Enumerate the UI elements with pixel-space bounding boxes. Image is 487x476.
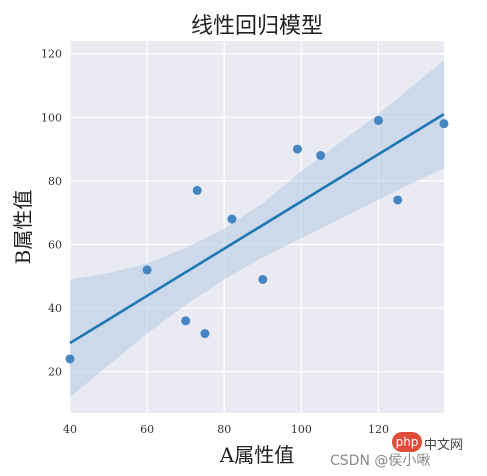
data-point-5 <box>227 214 237 224</box>
y-tick-label-2: 60 <box>48 238 62 251</box>
x-tick-label-1: 60 <box>140 423 154 436</box>
watermark-badge: php <box>392 432 422 452</box>
data-point-2 <box>181 316 191 326</box>
x-axis-label: A属性值 <box>219 443 294 467</box>
chart-title: 线性回归模型 <box>191 14 323 39</box>
data-point-8 <box>316 150 326 160</box>
watermark-text: CSDN @侯小啾 <box>330 453 431 469</box>
y-axis-label: B属性值 <box>11 190 35 265</box>
y-tick-labels: 20 40 60 80 100 120 <box>41 48 62 379</box>
data-point-3 <box>192 185 202 195</box>
data-point-11 <box>439 119 449 129</box>
y-tick-label-1: 40 <box>48 302 62 315</box>
data-point-6 <box>258 274 268 284</box>
x-tick-label-3: 100 <box>291 423 312 436</box>
x-tick-labels: 40 60 80 100 120 <box>63 423 389 436</box>
data-point-1 <box>142 265 152 275</box>
x-tick-label-2: 80 <box>217 423 231 436</box>
regression-line <box>69 113 445 345</box>
data-point-0 <box>65 354 75 364</box>
y-tick-label-3: 80 <box>48 175 62 188</box>
data-points <box>65 115 449 364</box>
data-point-4 <box>200 329 210 339</box>
watermark-cn: 中文网 <box>424 438 464 453</box>
y-tick-label-4: 100 <box>41 111 62 124</box>
data-point-9 <box>373 115 383 125</box>
data-point-10 <box>393 195 403 205</box>
y-tick-label-5: 120 <box>41 48 62 61</box>
y-tick-label-0: 20 <box>48 366 62 379</box>
x-tick-label-4: 120 <box>368 423 389 436</box>
x-tick-label-0: 40 <box>63 423 77 436</box>
data-point-7 <box>292 144 302 154</box>
